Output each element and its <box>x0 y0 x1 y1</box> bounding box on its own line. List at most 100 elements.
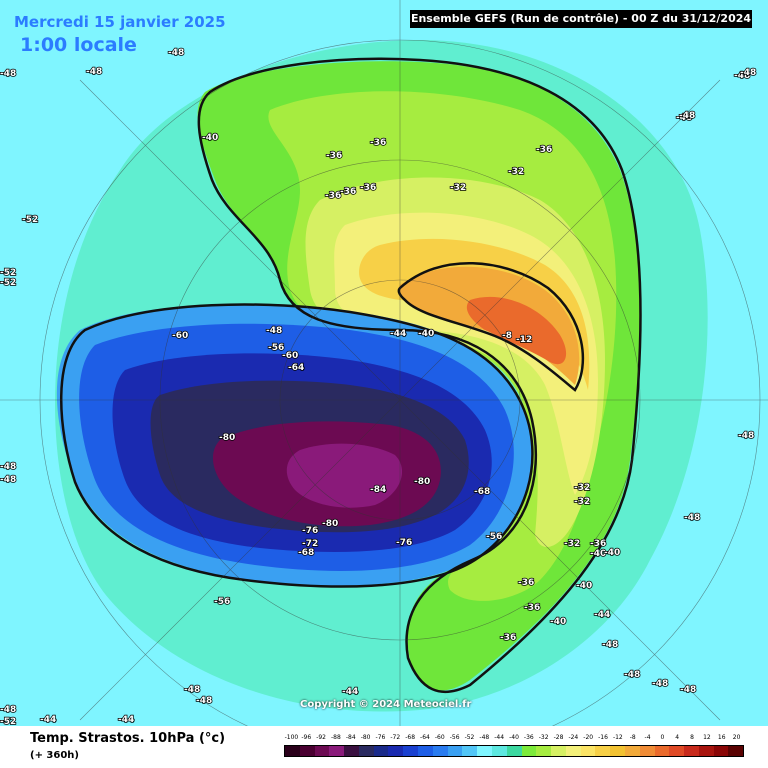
legend-swatch <box>388 746 404 756</box>
legend-tick: -56 <box>449 734 460 741</box>
isotherm-label: -84 <box>370 485 386 495</box>
legend-swatch <box>403 746 419 756</box>
legend-swatch <box>432 746 448 756</box>
legend-tick: -92 <box>316 734 326 741</box>
legend-swatch <box>654 746 670 756</box>
isotherm-label: -48 <box>652 679 668 689</box>
isotherm-label: -60 <box>282 351 298 361</box>
isotherm-label: -48 <box>740 68 756 78</box>
legend-tick: -64 <box>420 734 430 741</box>
isotherm-label: -36 <box>360 183 376 193</box>
color-legend <box>284 745 744 757</box>
legend-tick: -96 <box>301 734 312 741</box>
legend-swatch <box>314 746 330 756</box>
legend-tick: -32 <box>538 734 549 741</box>
isotherm-label: -48 <box>0 462 16 472</box>
isotherm-label: -56 <box>486 532 502 542</box>
isotherm-labels: -48-48-48 -48-48-40-36-36-36-36 -36 -32-32-… <box>0 47 757 726</box>
legend-swatch <box>551 746 566 756</box>
legend-tick: -76 <box>375 734 386 741</box>
outer-thick-contour <box>197 57 642 694</box>
isotherm-label: -48 <box>0 475 16 485</box>
isotherm-label: -36 <box>536 145 552 155</box>
isotherm-label: -48 <box>624 670 640 680</box>
isotherm-label: -44 <box>118 715 134 725</box>
isotherm-label: -44 <box>342 687 358 697</box>
isotherm-label: -48 <box>196 696 212 706</box>
isotherm-label: -76 <box>302 526 318 536</box>
legend-swatch <box>684 746 699 756</box>
legend-swatch <box>565 746 581 756</box>
isotherm-label: -48 <box>679 111 695 121</box>
legend-tick: -8 <box>629 734 636 741</box>
isotherm-label: -72 <box>302 539 318 549</box>
contour-cold-deepest <box>286 443 403 508</box>
legend-tick: 12 <box>703 734 711 741</box>
isotherm-label: -32 <box>508 167 524 177</box>
isotherm-label: -68 <box>298 548 314 558</box>
legend-swatch <box>595 746 611 756</box>
isotherm-label: -52 <box>0 268 16 278</box>
isotherm-label: -32 <box>574 497 590 507</box>
legend-swatch <box>329 746 345 756</box>
isotherm-label: -80 <box>322 519 338 529</box>
isotherm-label: -36 <box>524 603 540 613</box>
legend-tick: -20 <box>583 734 594 741</box>
legend-tick: 4 <box>675 734 680 741</box>
legend-swatch <box>521 746 537 756</box>
legend-swatch <box>610 746 625 756</box>
isotherm-label: -44 <box>40 715 56 725</box>
legend-tick: -36 <box>523 734 534 741</box>
legend-swatch <box>580 746 596 756</box>
isotherm-label: -48 <box>0 69 16 79</box>
variable-title: Temp. Strastos. 10hPa (°c) <box>30 731 226 746</box>
legend-tick: -88 <box>331 734 341 741</box>
isotherm-label: -36 <box>518 578 534 588</box>
warm-core-line <box>397 262 585 392</box>
isotherm-label: -36 <box>325 191 341 201</box>
legend-swatch <box>624 746 640 756</box>
legend-tick: -72 <box>390 734 401 741</box>
forecast-range: (+ 360h) <box>30 750 79 761</box>
isotherm-label: -32 <box>574 483 590 493</box>
isotherm-label: -48 <box>168 48 184 58</box>
legend-swatch <box>418 746 433 756</box>
legend-tick: -80 <box>360 734 371 741</box>
isotherm-label: -12 <box>516 335 532 345</box>
isotherm-label: -44 <box>390 329 406 339</box>
isotherm-label: -56 <box>214 597 230 607</box>
legend-tick: -24 <box>568 734 579 741</box>
legend-tick: -28 <box>553 734 564 741</box>
legend-tick: -48 <box>479 734 490 741</box>
isotherm-label: -48 <box>86 67 102 77</box>
legend-tick: -12 <box>612 734 623 741</box>
isotherm-label: -48 <box>602 640 618 650</box>
isotherm-label: -80 <box>219 433 235 443</box>
legend-tick: -84 <box>345 734 356 741</box>
legend-tick-labels: -100 -96 -92 -88 -84 -80 -76 -72 -68 -64 -60 -56 -52… <box>284 734 744 744</box>
legend-tick: 8 <box>690 734 694 741</box>
isotherm-label: -48 <box>680 685 696 695</box>
isotherm-label: -40 <box>576 581 592 591</box>
isotherm-label: -64 <box>288 363 304 373</box>
legend-tick: 20 <box>732 734 741 741</box>
legend-swatch <box>728 746 744 756</box>
isotherm-label: -76 <box>396 538 412 548</box>
legend-swatch <box>358 746 374 756</box>
legend-swatch <box>713 746 729 756</box>
legend-swatch <box>477 746 492 756</box>
isotherm-label: -48 <box>0 705 16 715</box>
isotherm-label: -48 <box>676 113 692 123</box>
legend-swatch <box>506 746 522 756</box>
legend-swatch <box>491 746 507 756</box>
legend-swatch <box>462 746 478 756</box>
isotherm-label: -80 <box>414 477 430 487</box>
isotherm-label: -32 <box>564 539 580 549</box>
legend-tick: -100 <box>284 734 299 741</box>
isotherm-label: -40 <box>550 617 566 627</box>
isotherm-label: -36 <box>590 539 606 549</box>
isotherm-label: -36 <box>326 151 342 161</box>
isotherm-label: -48 <box>734 71 750 81</box>
